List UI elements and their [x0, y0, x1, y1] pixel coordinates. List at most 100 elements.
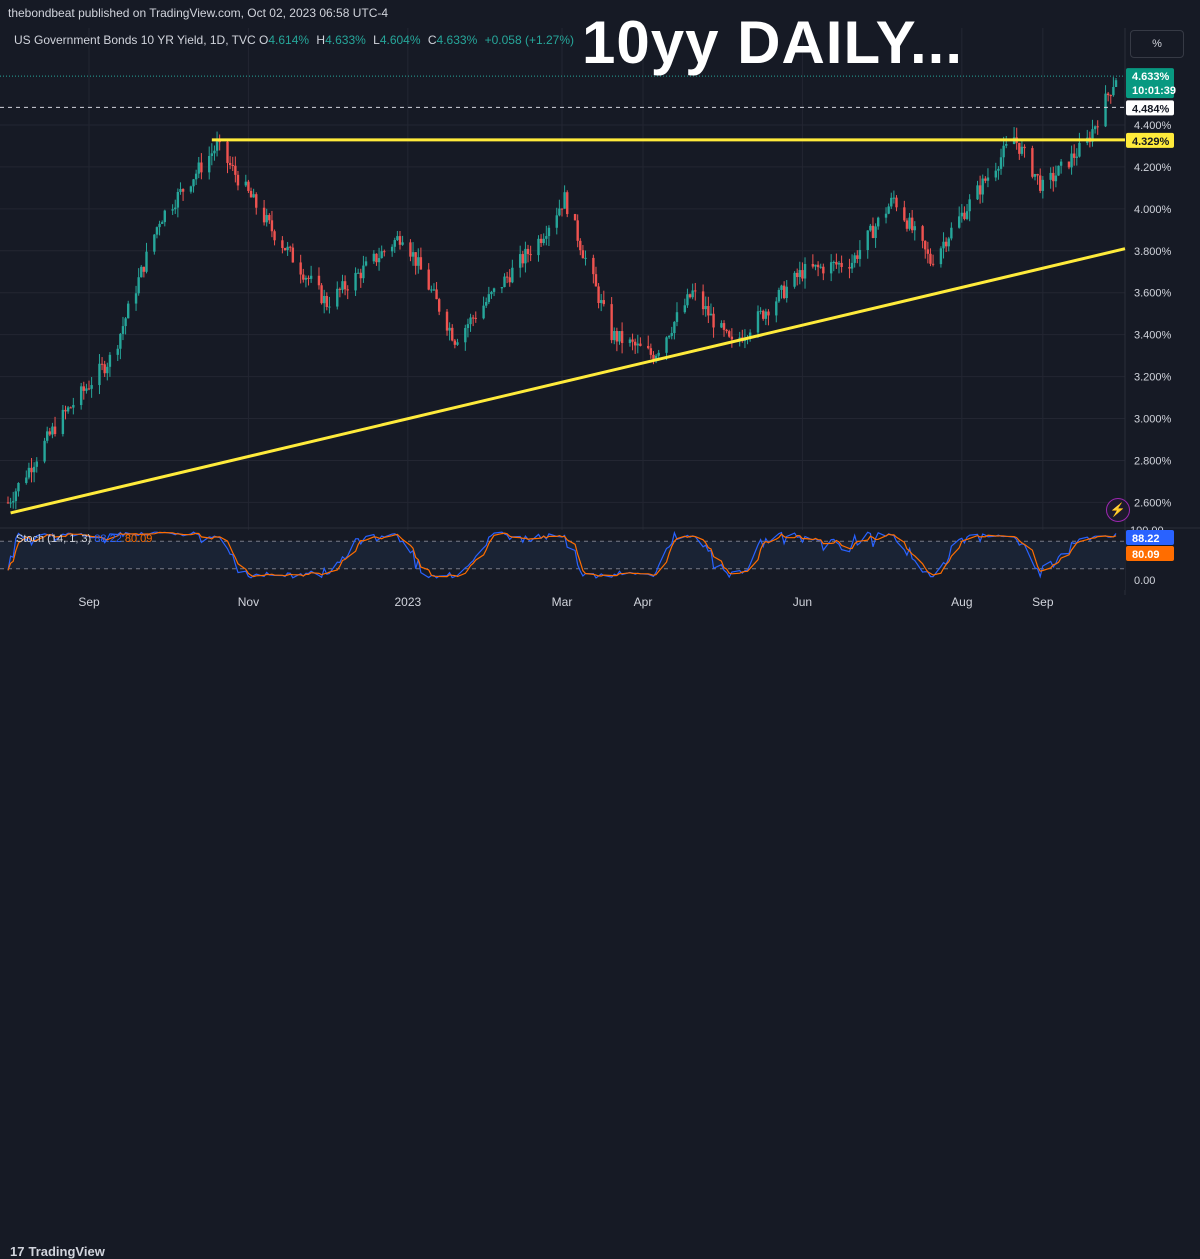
candle-body	[393, 240, 396, 247]
candle-body	[1096, 126, 1099, 128]
candle-body	[45, 431, 49, 441]
price-chart[interactable]: 4.400% 4.200% 4.000% 3.800% 3.600% 3.400% 3.20…	[0, 0, 1200, 620]
candle-body	[336, 288, 339, 307]
candle-body	[631, 339, 634, 342]
candle-body	[419, 257, 423, 270]
price-axis: 4.400% 4.200% 4.000% 3.800% 3.600% 3.400% 3.20…	[1134, 120, 1172, 509]
candle-body	[249, 190, 253, 198]
candle-body	[108, 354, 112, 367]
candle-body	[390, 246, 394, 252]
candle-body	[814, 264, 817, 267]
candle-body	[1078, 142, 1081, 157]
candle-body	[978, 185, 982, 195]
candle-body	[518, 254, 522, 268]
stoch-d-badge-bg	[1126, 546, 1174, 561]
candle-body	[213, 150, 216, 154]
tradingview-logo-icon: 17	[10, 1244, 25, 1259]
candle-body	[903, 207, 906, 221]
candle-body	[759, 310, 762, 312]
candle-body	[25, 477, 28, 484]
candle-body	[116, 348, 119, 355]
candle-body	[354, 272, 357, 291]
candle-body	[986, 177, 990, 181]
candle-body	[722, 323, 726, 330]
candle-body	[853, 255, 856, 263]
candle-body	[30, 467, 33, 473]
percent-scale-button[interactable]: %	[1130, 30, 1184, 58]
candle-body	[762, 310, 765, 319]
tradingview-logo[interactable]: 17 TradingView	[10, 1244, 105, 1259]
candle-body	[51, 426, 54, 435]
candle-body	[720, 323, 723, 328]
candle-body	[372, 253, 376, 262]
candle-body	[398, 236, 402, 245]
candle-body	[999, 157, 1003, 169]
candle-body	[471, 317, 475, 319]
candle-body	[524, 248, 527, 264]
candle-body	[482, 305, 485, 319]
close-label: C	[427, 33, 437, 47]
candle-body	[981, 178, 984, 195]
candle-body	[1002, 145, 1005, 158]
candle-body	[505, 276, 509, 278]
candle-body	[153, 234, 156, 252]
candle-body	[856, 255, 859, 259]
candle-body	[456, 342, 459, 345]
candle-body	[85, 388, 88, 391]
stoch-k-badge-bg	[1126, 530, 1174, 545]
candle-body	[364, 261, 368, 266]
candle-body	[490, 291, 493, 295]
candle-body	[965, 211, 969, 219]
candle-body	[137, 277, 140, 294]
y-tick-label: 3.600%	[1134, 288, 1172, 300]
price-badges: 4.633% 10:01:39 4.484% 4.329% 88.22 80.09	[1126, 68, 1176, 561]
dashed-level-badge-text: 4.484%	[1132, 103, 1170, 115]
candle-body	[140, 266, 143, 278]
candle-body	[377, 258, 381, 263]
candle-body	[521, 254, 525, 264]
candle-body	[453, 340, 457, 345]
candle-body	[573, 214, 577, 221]
candle-body	[445, 311, 449, 331]
candle-body	[218, 141, 221, 143]
candle-body	[890, 197, 893, 207]
candle-body	[850, 262, 854, 269]
candle-body	[98, 363, 101, 386]
candle-body	[555, 215, 558, 228]
candle-body	[1106, 93, 1110, 96]
candle-body	[343, 281, 347, 290]
stoch-tick-label: 0.00	[1134, 575, 1155, 587]
candle-body	[686, 294, 689, 306]
candle-body	[500, 287, 504, 289]
candle-body	[503, 276, 506, 288]
candle-body	[924, 240, 927, 250]
open-value: 4.614%	[268, 33, 310, 47]
candle-body	[921, 226, 924, 241]
candle-body	[359, 272, 362, 279]
candle-body	[192, 179, 195, 187]
candle-body	[1091, 129, 1094, 142]
x-tick-label: Aug	[951, 595, 972, 609]
candle-body	[688, 294, 692, 298]
last-price-badge-text: 4.633%	[1132, 71, 1170, 83]
lightning-icon[interactable]: ⚡	[1106, 498, 1130, 522]
candle-body	[208, 155, 211, 173]
candle-body	[1075, 156, 1079, 158]
trendline	[10, 247, 1126, 515]
candle-body	[66, 407, 70, 412]
candle-body	[584, 257, 587, 259]
candle-body	[876, 217, 880, 227]
x-tick-label: Apr	[634, 595, 653, 609]
high-value: 4.633%	[325, 33, 366, 47]
candle-body	[869, 225, 872, 231]
candle-body	[822, 266, 825, 274]
candle-body	[701, 291, 705, 310]
candle-body	[929, 253, 932, 264]
candle-body	[174, 207, 177, 210]
candle-body	[430, 289, 433, 291]
candle-body	[738, 337, 741, 340]
candle-body	[427, 269, 430, 290]
candle-body	[1052, 172, 1055, 182]
candle-body	[134, 293, 138, 304]
candle-body	[6, 502, 10, 504]
